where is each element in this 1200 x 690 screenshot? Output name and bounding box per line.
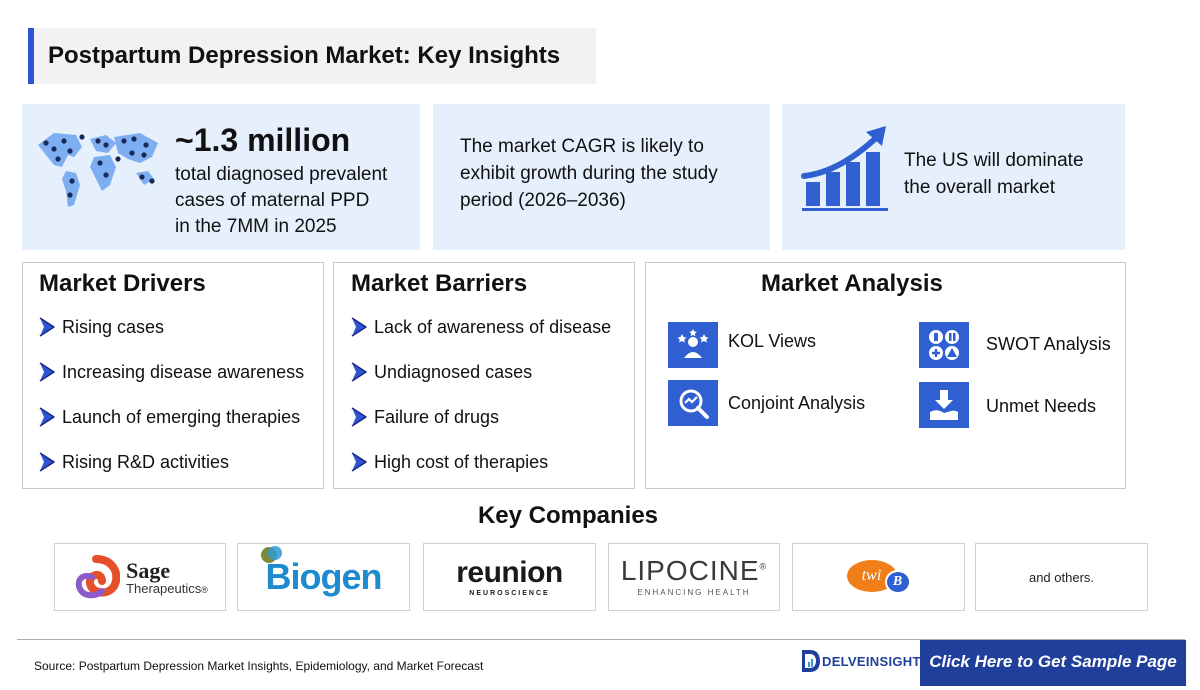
chevron-right-icon	[37, 451, 57, 473]
market-drivers-panel	[22, 262, 324, 489]
world-map-icon	[38, 133, 158, 207]
sage-logo-icon	[75, 555, 121, 599]
get-sample-page-button[interactable]: Click Here to Get Sample Page	[920, 640, 1186, 686]
twib-logo-icon: twi B	[846, 558, 911, 596]
prevalence-description: total diagnosed prevalent cases of mater…	[175, 164, 388, 237]
logo-twib: twi B	[792, 543, 965, 611]
growth-chart-icon	[801, 126, 888, 211]
chevron-right-icon	[37, 406, 57, 428]
barrier-item: Failure of drugs	[349, 406, 499, 428]
us-dominance-description: The US will dominate the overall market	[904, 150, 1084, 198]
footer-divider	[17, 639, 1185, 640]
chevron-right-icon	[349, 406, 369, 428]
barrier-item: Undiagnosed cases	[349, 361, 532, 383]
driver-item: Rising cases	[37, 316, 164, 338]
cagr-description: The market CAGR is likely to exhibit gro…	[460, 136, 718, 211]
title-banner: Postpartum Depression Market: Key Insigh…	[28, 28, 596, 84]
market-barriers-panel	[333, 262, 635, 489]
source-note: Source: Postpartum Depression Market Ins…	[34, 659, 484, 673]
driver-item: Increasing disease awareness	[37, 361, 304, 383]
delveinsight-logo-icon	[802, 650, 820, 672]
barrier-item: Lack of awareness of disease	[349, 316, 611, 338]
biogen-logo-icon	[260, 546, 282, 563]
unmet-needs-icon	[919, 382, 969, 428]
and-others-box: and others.	[975, 543, 1148, 611]
chevron-right-icon	[37, 316, 57, 338]
analysis-label-kol: KOL Views	[728, 331, 817, 351]
kol-icon	[668, 322, 718, 368]
market-barriers-title: Market Barriers	[351, 270, 528, 297]
analysis-label-unmet: Unmet Needs	[986, 396, 1097, 416]
market-drivers-title: Market Drivers	[39, 270, 206, 297]
driver-item: Launch of emerging therapies	[37, 406, 300, 428]
market-analysis-title: Market Analysis	[761, 270, 943, 297]
key-companies-title: Key Companies	[477, 502, 659, 529]
analysis-label-conjoint: Conjoint Analysis	[728, 393, 866, 413]
logo-biogen: Biogen	[237, 543, 410, 611]
prevalence-value: ~1.3 million	[175, 122, 351, 158]
driver-item: Rising R&D activities	[37, 451, 229, 473]
delveinsight-logo: DELVEINSIGHT	[802, 650, 921, 672]
stat-card-prevalence	[22, 104, 420, 250]
analysis-label-swot: SWOT Analysis	[986, 334, 1111, 354]
page-title: Postpartum Depression Market: Key Insigh…	[48, 42, 561, 69]
logo-lipocine: LIPOCINE® ENHANCING HEALTH	[608, 543, 780, 611]
chevron-right-icon	[37, 361, 57, 383]
market-analysis-panel	[645, 262, 1126, 489]
stat-card-cagr	[433, 104, 770, 250]
chevron-right-icon	[349, 361, 369, 383]
swot-icon	[919, 322, 969, 368]
logo-reunion-neuroscience: reunion NEUROSCIENCE	[423, 543, 596, 611]
chevron-right-icon	[349, 316, 369, 338]
conjoint-icon	[668, 380, 718, 426]
logo-sage-therapeutics: Sage Therapeutics®	[54, 543, 226, 611]
barrier-item: High cost of therapies	[349, 451, 548, 473]
chevron-right-icon	[349, 451, 369, 473]
